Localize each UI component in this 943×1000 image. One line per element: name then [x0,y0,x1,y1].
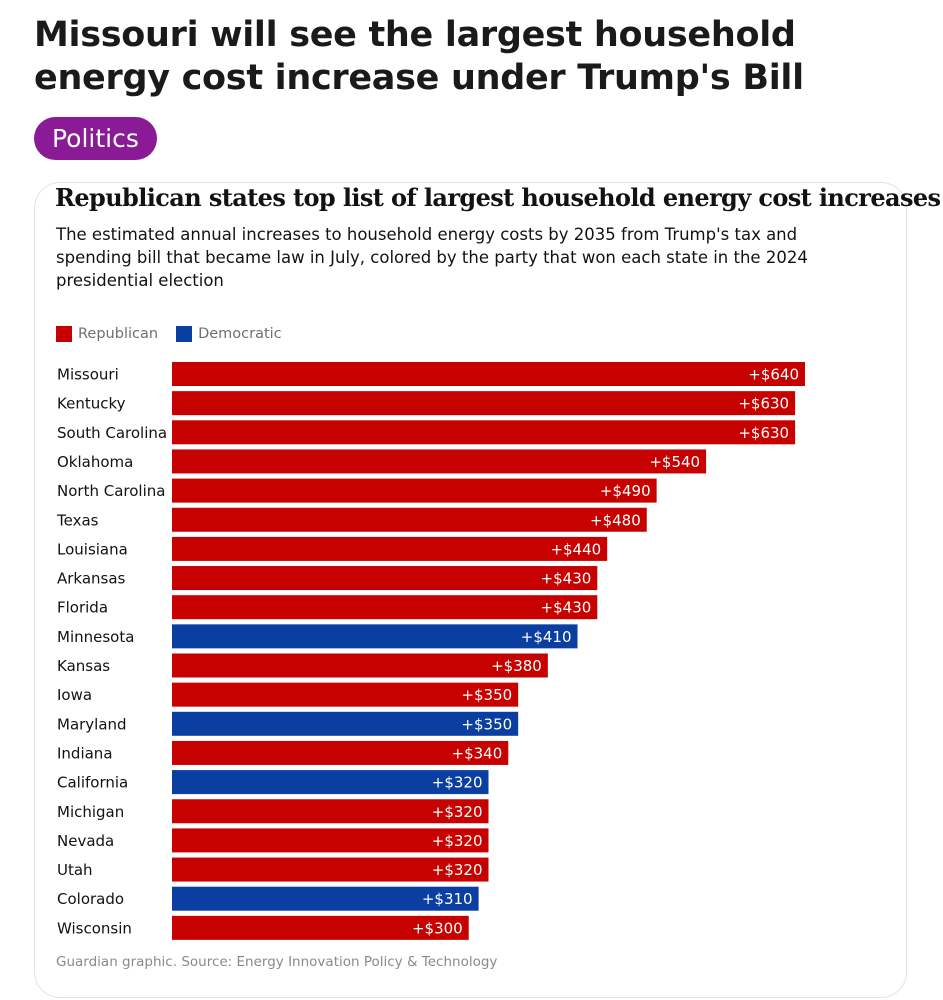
bar-florida [172,595,598,620]
value-label-louisiana: +$440 [550,540,601,558]
value-label-north-carolina: +$490 [600,482,651,500]
bar-arkansas [172,566,598,591]
bar-nevada [172,828,489,853]
post-headline: Missouri will see the largest household … [34,15,804,98]
bar-indiana [172,740,509,765]
category-label-michigan: Michigan [57,803,124,821]
bar-louisiana [172,536,608,561]
legend-item-republican: Republican [56,326,158,342]
legend-label-democratic: Democratic [198,326,282,342]
value-label-iowa: +$350 [461,686,512,704]
value-label-colorado: +$310 [422,890,473,908]
bar-chart: Missouri +$640 Kentucky +$630 South Carolina… [56,362,805,940]
category-label-florida: Florida [57,599,108,617]
value-label-florida: +$430 [541,599,592,617]
value-label-kansas: +$380 [491,657,542,675]
category-label-missouri: Missouri [57,366,119,384]
chart-source: Guardian graphic. Source: Energy Innovat… [56,954,498,970]
category-label-kentucky: Kentucky [57,395,126,413]
legend-label-republican: Republican [78,326,159,342]
legend-item-democratic: Democratic [176,326,282,342]
bar-colorado [172,886,479,911]
category-label-nevada: Nevada [57,832,114,850]
category-label-south-carolina: South Carolina [57,424,167,442]
politics-tag-button[interactable]: Politics [34,117,157,160]
category-label-indiana: Indiana [57,744,113,762]
category-label-wisconsin: Wisconsin [57,919,132,937]
chart-title: Republican states top list of largest ho… [55,183,941,212]
bar-kentucky [172,391,796,416]
category-label-oklahoma: Oklahoma [57,453,133,471]
category-label-california: California [57,774,128,792]
category-label-texas: Texas [56,511,99,529]
value-label-wisconsin: +$300 [412,919,463,937]
category-label-north-carolina: North Carolina [57,482,165,500]
bar-north-carolina [172,478,657,503]
legend-swatch-democratic [176,326,193,342]
bar-oklahoma [172,449,707,474]
legend-swatch-republican [56,326,72,342]
value-label-utah: +$320 [432,861,483,879]
value-label-nevada: +$320 [432,832,483,850]
category-label-maryland: Maryland [57,715,127,733]
bar-utah [172,857,489,882]
value-label-south-carolina: +$630 [738,424,789,442]
value-label-oklahoma: +$540 [649,453,700,471]
value-label-kentucky: +$630 [738,395,789,413]
category-label-colorado: Colorado [57,890,124,908]
category-label-minnesota: Minnesota [57,628,134,646]
bar-maryland [172,711,519,736]
bar-minnesota [172,624,578,649]
category-label-kansas: Kansas [57,657,110,675]
value-label-texas: +$480 [590,511,641,529]
category-label-louisiana: Louisiana [57,540,128,558]
bar-south-carolina [172,420,796,445]
value-label-indiana: +$340 [452,744,503,762]
chart-subtitle: The estimated annual increases to househ… [56,225,808,290]
bar-texas [172,507,647,532]
value-label-arkansas: +$430 [541,570,592,588]
value-label-california: +$320 [432,774,483,792]
category-label-iowa: Iowa [57,686,92,704]
bar-iowa [172,682,519,707]
value-label-minnesota: +$410 [521,628,572,646]
value-label-maryland: +$350 [461,715,512,733]
bar-wisconsin [172,915,469,940]
bar-kansas [172,653,548,678]
category-label-utah: Utah [57,861,93,879]
value-label-michigan: +$320 [432,803,483,821]
value-label-missouri: +$640 [748,366,799,384]
bar-michigan [172,799,489,824]
category-label-arkansas: Arkansas [57,570,126,588]
bar-missouri [172,362,805,386]
bar-california [172,770,489,795]
chart-legend: Republican Democratic [56,326,300,342]
